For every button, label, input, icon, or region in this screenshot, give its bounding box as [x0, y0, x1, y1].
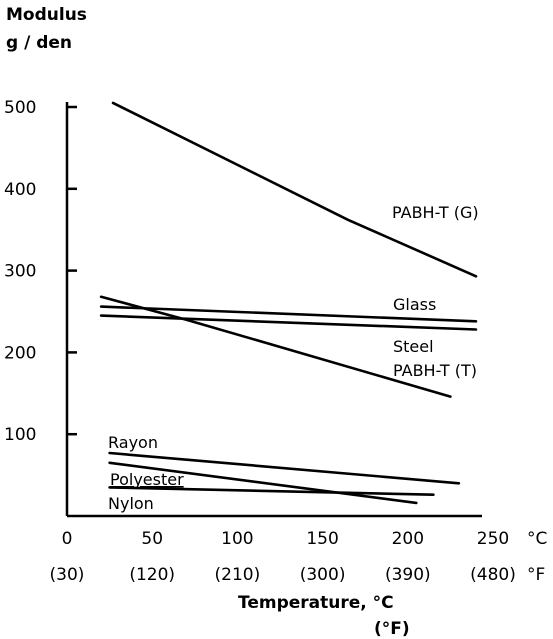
- x-tick-label: 100: [221, 529, 253, 549]
- series-label: PABH-T (T): [393, 361, 477, 380]
- y-axis-label-line1: Modulus: [6, 5, 87, 25]
- series-label: PABH-T (G): [392, 203, 479, 222]
- y-tick-label: 500: [4, 98, 36, 118]
- y-tick-label: 400: [4, 180, 36, 200]
- x-tick-label: 150: [306, 529, 338, 549]
- series-label: Glass: [393, 295, 436, 314]
- series-line: [108, 461, 418, 505]
- x-tick-label: 200: [392, 529, 424, 549]
- y-tick-label: 100: [4, 425, 36, 445]
- series-line: [99, 314, 478, 331]
- x-axis-label-line1: Temperature, °C: [238, 593, 394, 613]
- series-line: [108, 486, 435, 497]
- series-line: [99, 295, 452, 398]
- x-tick-label: 50: [141, 529, 163, 549]
- x2-tick-label: (480): [470, 565, 516, 585]
- y-tick-label: 200: [4, 343, 36, 363]
- series-line: [99, 305, 478, 323]
- x-unit-label: °C: [527, 529, 547, 549]
- x2-unit-label: °F: [527, 565, 545, 585]
- y-axis-label-line2: g / den: [6, 33, 72, 53]
- series-label: Polyester: [110, 470, 184, 489]
- series-label: Rayon: [108, 433, 158, 452]
- x-axis-label-line2: (°F): [374, 619, 410, 639]
- y-tick-label: 300: [4, 262, 36, 282]
- series-label: Nylon: [108, 494, 154, 513]
- x2-tick-label: (300): [300, 565, 346, 585]
- series-line: [108, 451, 461, 485]
- series-line: [111, 101, 478, 278]
- series-label: Steel: [393, 337, 434, 356]
- x-tick-label: 250: [477, 529, 509, 549]
- x2-tick-label: (210): [215, 565, 261, 585]
- x2-tick-label: (120): [129, 565, 175, 585]
- x2-tick-label: (30): [50, 565, 85, 585]
- x2-tick-label: (390): [385, 565, 431, 585]
- x-tick-label: 0: [62, 529, 73, 549]
